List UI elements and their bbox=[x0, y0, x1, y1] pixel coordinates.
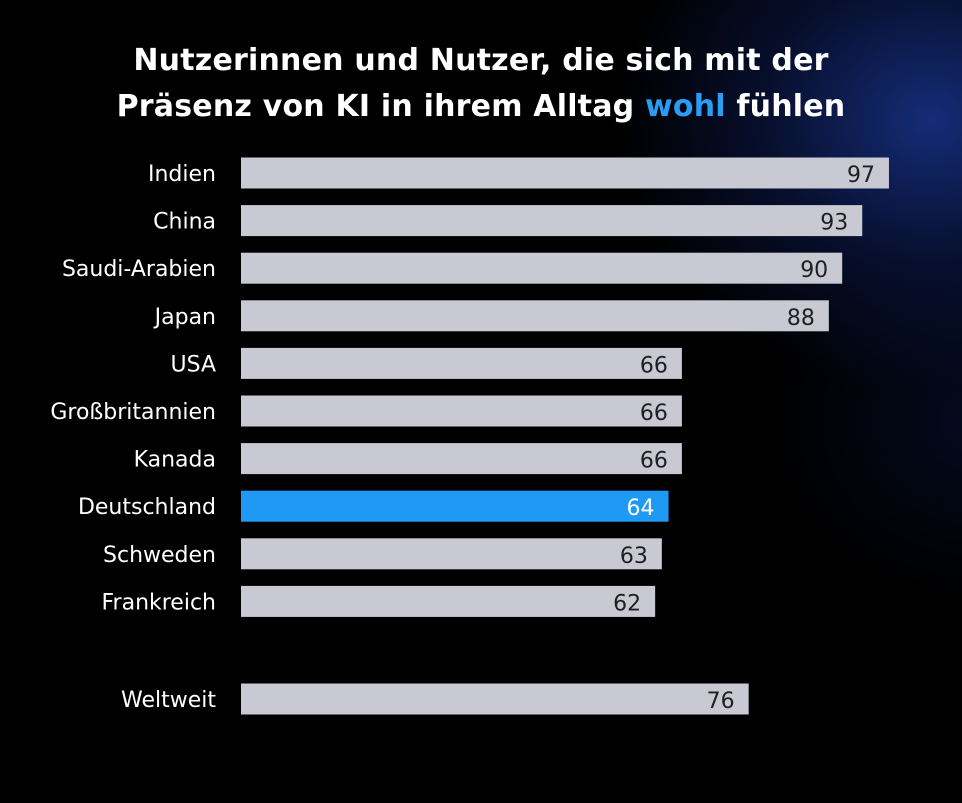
category-label-deutschland: Deutschland bbox=[78, 495, 216, 520]
category-label-grossbritannien: Großbritannien bbox=[50, 400, 216, 425]
title-line-1: Nutzerinnen und Nutzer, die sich mit der bbox=[133, 43, 829, 78]
value-label-frankreich: 62 bbox=[613, 591, 641, 616]
value-label-indien: 97 bbox=[847, 163, 875, 188]
category-label-indien: Indien bbox=[148, 162, 216, 187]
category-label-kanada: Kanada bbox=[134, 448, 216, 473]
category-label-usa: USA bbox=[170, 352, 216, 377]
value-label-usa: 66 bbox=[640, 353, 668, 378]
bar-indien bbox=[241, 157, 889, 189]
category-label-japan: Japan bbox=[153, 305, 216, 330]
category-label-weltweit: Weltweit bbox=[121, 688, 216, 713]
bar-schweden bbox=[241, 538, 662, 570]
value-label-schweden: 63 bbox=[620, 544, 648, 569]
bar-deutschland bbox=[241, 490, 669, 522]
bar-kanada bbox=[241, 443, 682, 475]
category-label-schweden: Schweden bbox=[103, 543, 216, 568]
value-label-saudi-arabien: 90 bbox=[800, 258, 828, 283]
bar-weltweit bbox=[241, 683, 749, 715]
title-line-2: Präsenz von KI in ihrem Alltag wohl fühl… bbox=[0, 84, 962, 130]
category-label-frankreich: Frankreich bbox=[101, 590, 216, 615]
bar-china bbox=[241, 205, 863, 237]
bar-grossbritannien bbox=[241, 395, 682, 427]
title-highlight-word: wohl bbox=[644, 89, 726, 124]
value-label-weltweit: 76 bbox=[707, 689, 735, 714]
value-label-grossbritannien: 66 bbox=[640, 401, 668, 426]
category-label-saudi-arabien: Saudi-Arabien bbox=[62, 257, 216, 282]
value-label-kanada: 66 bbox=[640, 449, 668, 474]
bar-saudi-arabien bbox=[241, 252, 843, 284]
value-label-japan: 88 bbox=[787, 306, 815, 331]
bar-usa bbox=[241, 347, 682, 379]
title-line-2-start: Präsenz von KI in ihrem Alltag bbox=[116, 89, 645, 124]
chart-title: Nutzerinnen und Nutzer, die sich mit der… bbox=[0, 38, 962, 130]
value-label-deutschland: 64 bbox=[627, 496, 655, 521]
value-label-china: 93 bbox=[820, 211, 848, 236]
title-line-2-end: fühlen bbox=[725, 89, 846, 124]
bar-frankreich bbox=[241, 585, 656, 617]
bar-japan bbox=[241, 300, 829, 332]
category-label-china: China bbox=[153, 210, 216, 235]
